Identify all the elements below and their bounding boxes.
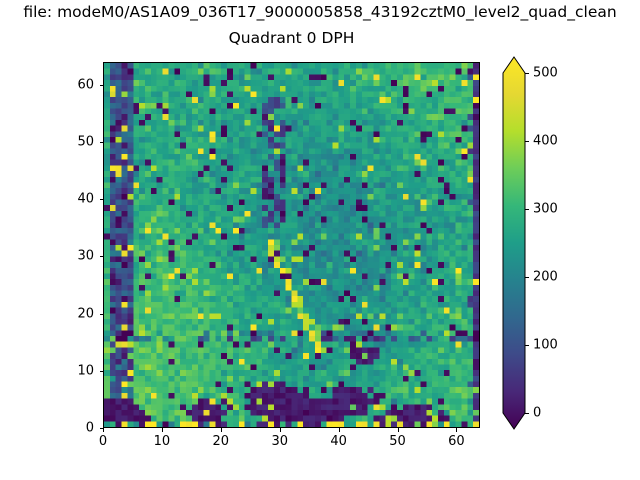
x-tick-label: 60 — [448, 434, 465, 449]
x-tick-label: 50 — [389, 434, 406, 449]
x-tick-label: 20 — [212, 434, 230, 449]
colorbar-tick-label: 300 — [533, 201, 558, 217]
y-tick-mark — [99, 313, 103, 315]
x-tick-label: 40 — [330, 434, 347, 449]
colorbar-tick-label: 500 — [533, 65, 558, 81]
y-tick-label: 40 — [77, 191, 94, 207]
colorbar-tick-label: 200 — [533, 269, 558, 285]
colorbar-tick-label: 100 — [533, 337, 558, 353]
colorbar-tick-mark — [525, 141, 529, 142]
y-tick-mark — [99, 142, 103, 144]
y-tick-mark — [99, 256, 103, 258]
y-tick-label: 0 — [85, 420, 94, 436]
colorbar-tick-mark — [525, 73, 529, 74]
y-tick-mark — [99, 428, 103, 429]
colorbar-tick-label: 400 — [533, 133, 558, 149]
colorbar[interactable]: 500 400 300 200 100 0 — [502, 56, 583, 430]
heatmap-image — [104, 63, 479, 427]
colorbar-gradient — [502, 56, 526, 430]
colorbar-tick-mark — [525, 277, 529, 278]
x-tick-label: 10 — [153, 434, 171, 449]
x-tick-mark — [103, 428, 104, 432]
colorbar-tick-label: 0 — [533, 405, 542, 421]
x-tick-mark — [161, 428, 163, 432]
colorbar-tick-mark — [525, 413, 529, 414]
heatmap-axes[interactable] — [103, 62, 480, 428]
x-tick-mark — [338, 428, 340, 432]
y-tick-mark — [99, 199, 103, 201]
colorbar-tick-mark — [525, 209, 529, 210]
x-tick-mark — [397, 428, 399, 432]
suptitle-clip-region: file: modeM0/AS1A09_036T17_9000005858_43… — [0, 2, 640, 24]
x-tick-mark — [279, 428, 281, 432]
y-tick-label: 20 — [77, 306, 94, 322]
y-tick-mark — [99, 84, 103, 86]
figure-suptitle: file: modeM0/AS1A09_036T17_9000005858_43… — [23, 3, 617, 21]
axes-title: Quadrant 0 DPH — [228, 29, 355, 47]
y-tick-label: 50 — [77, 134, 94, 150]
y-tick-mark — [99, 370, 103, 372]
x-tick-label: 30 — [271, 434, 288, 449]
x-tick-label: 0 — [98, 434, 108, 449]
y-tick-label: 30 — [77, 248, 94, 264]
x-tick-mark — [456, 428, 458, 432]
x-tick-mark — [220, 428, 222, 432]
y-tick-label: 10 — [77, 363, 94, 379]
y-tick-label: 60 — [77, 77, 94, 93]
colorbar-tick-mark — [525, 345, 529, 346]
